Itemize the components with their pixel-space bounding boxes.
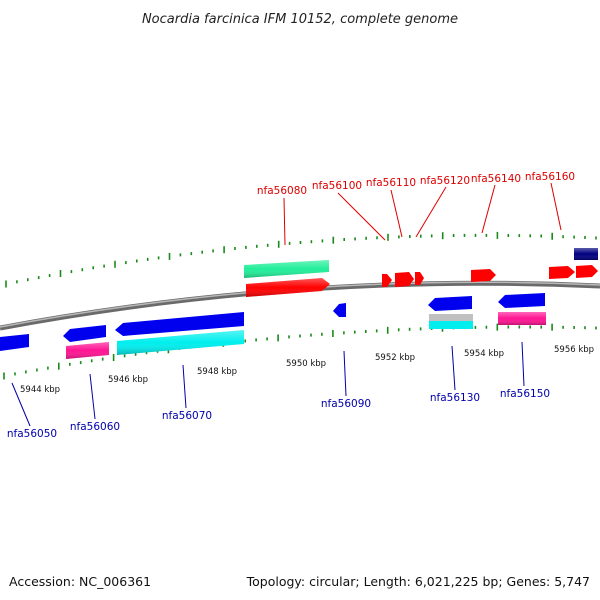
gene-nfa56120[interactable] [415, 272, 424, 285]
gene-feature-rna-forward-shade [244, 260, 329, 278]
gene-nfa56130[interactable] [429, 321, 473, 329]
scale-label-5950: 5950 kbp [286, 359, 326, 369]
leader-nfa56110 [390, 189, 403, 238]
gene-nfa56150-shade [498, 312, 546, 325]
label-nfa56050[interactable]: nfa56050 [7, 428, 57, 440]
label-nfa56060[interactable]: nfa56060 [70, 421, 120, 433]
gene-feature-reverse-c[interactable] [428, 296, 472, 311]
gene-nfa56100[interactable] [382, 274, 392, 287]
scale-label-5954: 5954 kbp [464, 349, 504, 359]
reverse-strand-genes [0, 293, 546, 359]
leader-nfa56080 [283, 197, 286, 246]
gene-feature-forward-edge[interactable] [576, 265, 598, 278]
gene-nfa56140[interactable] [471, 269, 496, 282]
gene-feature-reverse-b[interactable] [115, 312, 244, 336]
leader-nfa56120 [415, 186, 447, 238]
gene-feature-grey[interactable] [429, 314, 473, 321]
accession-text: Accession: NC_006361 [9, 574, 151, 589]
label-nfa56130[interactable]: nfa56130 [430, 392, 480, 404]
forward-strand-genes [244, 248, 598, 297]
leader-nfa56100 [337, 192, 386, 241]
gene-nfa56110[interactable] [395, 272, 414, 287]
gene-nfa56080-shade [246, 278, 330, 297]
scale-labels: 5944 kbp 5946 kbp 5948 kbp 5950 kbp 5952… [20, 345, 594, 395]
leader-nfa56060 [89, 373, 96, 420]
label-nfa56160[interactable]: nfa56160 [525, 171, 575, 183]
scale-label-5946: 5946 kbp [108, 375, 148, 385]
gene-feature-navy-shade [574, 248, 598, 260]
scale-label-5944: 5944 kbp [20, 385, 60, 395]
top-tick-track [5, 231, 597, 288]
gene-nfa56050[interactable] [0, 334, 29, 351]
label-nfa56090[interactable]: nfa56090 [321, 398, 371, 410]
gene-feature-reverse-a[interactable] [63, 325, 106, 342]
gene-nfa56160[interactable] [549, 266, 575, 279]
leader-nfa56150 [521, 341, 525, 387]
gene-nfa56070-shade [117, 330, 244, 355]
scale-label-5952: 5952 kbp [375, 353, 415, 363]
label-nfa56100[interactable]: nfa56100 [312, 180, 362, 192]
bottom-gene-labels: nfa56050 nfa56060 nfa56070 nfa56090 nfa5… [7, 341, 550, 440]
leader-nfa56160 [550, 182, 562, 231]
label-nfa56140[interactable]: nfa56140 [471, 173, 521, 185]
label-nfa56150[interactable]: nfa56150 [500, 388, 550, 400]
gene-feature-reverse-d[interactable] [498, 293, 545, 308]
leader-nfa56070 [182, 364, 187, 409]
top-gene-labels: nfa56080 nfa56100 nfa56110 nfa56120 nfa5… [257, 171, 575, 246]
map-title: Nocardia farcinica IFM 10152, complete g… [142, 12, 458, 27]
genome-summary-text: Topology: circular; Length: 6,021,225 bp… [246, 574, 590, 589]
leader-nfa56130 [451, 345, 456, 391]
label-nfa56080[interactable]: nfa56080 [257, 185, 307, 197]
label-nfa56120[interactable]: nfa56120 [420, 175, 470, 187]
gene-nfa56060-shade [66, 342, 109, 359]
label-nfa56110[interactable]: nfa56110 [366, 177, 416, 189]
gene-nfa56090[interactable] [333, 303, 346, 317]
leader-nfa56050 [11, 382, 31, 427]
scale-label-5948: 5948 kbp [197, 367, 237, 377]
scale-label-5956: 5956 kbp [554, 345, 594, 355]
leader-nfa56140 [481, 184, 496, 234]
leader-nfa56090 [343, 350, 347, 397]
label-nfa56070[interactable]: nfa56070 [162, 410, 212, 422]
